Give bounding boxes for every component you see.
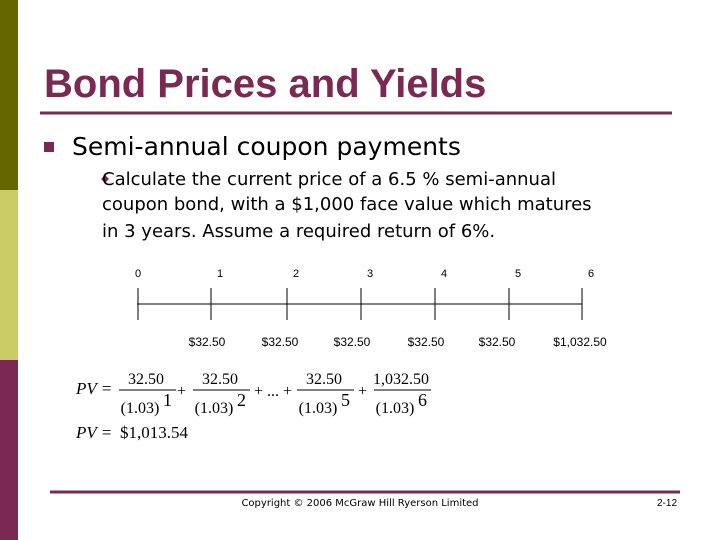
pv-label: PV = [75, 379, 112, 398]
page-number: 2-12 [657, 498, 677, 509]
side-bar-top [0, 0, 18, 190]
cash-flow: $32.50 [262, 335, 299, 349]
period-label: 1 [217, 268, 223, 280]
numerator: 32.50 [202, 371, 238, 388]
cash-flow: $32.50 [334, 335, 371, 349]
denominator: (1.03) [376, 400, 415, 417]
period-label: 4 [441, 268, 447, 280]
exponent: 1 [163, 390, 172, 410]
exponent: 6 [418, 390, 427, 410]
denominator: (1.03) [299, 400, 338, 417]
denominator: (1.03) [121, 400, 160, 417]
sub-bullet-line: coupon bond, with a $1,000 face value wh… [102, 194, 592, 215]
formula: PV = 32.50(1.03) 132.50(1.03) 232.50(1.03) 5… [75, 371, 431, 442]
result-value: $1,013.54 [120, 423, 189, 442]
cash-flow: $32.50 [479, 335, 516, 349]
bullet-text: Semi-annual coupon payments [72, 132, 461, 161]
period-label: 6 [588, 268, 594, 280]
result-label: PV = [75, 423, 112, 442]
side-bar-middle [0, 190, 18, 360]
period-label: 5 [515, 268, 521, 280]
period-label: 3 [367, 268, 373, 280]
period-label: 0 [135, 268, 141, 280]
sub-bullet-line: Calculate the current price of a 6.5 % s… [102, 169, 556, 190]
timeline: 0 1 2 3 4 5 6 $32.50 $32.50 $32.50 $32.50 $32.50 $1,… [135, 268, 607, 349]
numerator: 32.50 [306, 371, 342, 388]
numerator: 1,032.50 [373, 371, 429, 388]
period-label: 2 [293, 268, 299, 280]
exponent: 5 [341, 390, 350, 410]
copyright: Copyright © 2006 McGraw Hill Ryerson Lim… [241, 498, 478, 509]
sub-bullet: Calculate the current price of a 6.5 % s… [102, 169, 592, 242]
denominator: (1.03) [195, 400, 234, 417]
plus: + [177, 383, 186, 400]
cash-flow: $1,032.50 [553, 335, 607, 349]
slide-title: Bond Prices and Yields [44, 62, 486, 106]
sub-bullet-line: in 3 years. Assume a required return of … [102, 221, 495, 242]
side-bar-bottom [0, 360, 18, 540]
exponent: 2 [237, 390, 246, 410]
sub-bullet-marker [101, 175, 109, 183]
bullet-marker: n [44, 142, 54, 152]
cash-flow: $32.50 [189, 335, 226, 349]
numerator: 32.50 [128, 371, 164, 388]
cash-flow: $32.50 [408, 335, 445, 349]
ellipsis: + ... + [254, 383, 292, 400]
plus: + [358, 383, 367, 400]
